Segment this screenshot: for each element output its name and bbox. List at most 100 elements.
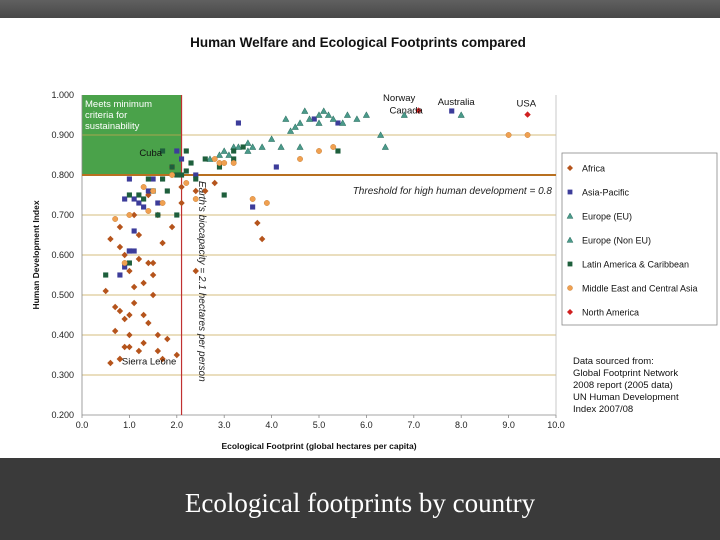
- legend-marker-latin-america-caribbean: [567, 261, 573, 267]
- point-latin-america-caribbean: [183, 168, 189, 174]
- point-latin-america-caribbean: [169, 164, 175, 170]
- point-middle-east-and-central-asia: [297, 156, 303, 162]
- point-asia-pacific: [117, 272, 123, 278]
- point-north-america: [524, 111, 531, 118]
- point-asia-pacific: [193, 172, 199, 178]
- x-tick-label: 7.0: [408, 420, 421, 430]
- point-africa: [140, 279, 147, 287]
- point-europe-eu: [305, 115, 314, 122]
- point-africa: [168, 223, 176, 231]
- point-africa: [116, 243, 124, 251]
- point-europe-eu: [301, 107, 309, 114]
- x-tick-label: 0.0: [76, 420, 89, 430]
- y-tick-label: 1.000: [51, 90, 74, 100]
- x-tick-label: 6.0: [360, 420, 373, 430]
- x-tick-label: 4.0: [265, 420, 278, 430]
- point-africa: [126, 267, 133, 275]
- point-europe-non-eu: [234, 143, 243, 150]
- point-middle-east-and-central-asia: [192, 196, 199, 202]
- point-latin-america-caribbean: [193, 176, 199, 182]
- point-latin-america-caribbean: [160, 176, 166, 182]
- point-asia-pacific: [131, 228, 137, 234]
- point-africa: [102, 287, 109, 295]
- y-tick-label: 0.800: [51, 170, 74, 180]
- point-label: Sierra Leone: [122, 357, 176, 368]
- point-latin-america-caribbean: [155, 212, 161, 218]
- legend-entry-europe-eu: Europe (EU): [582, 212, 632, 222]
- point-latin-america-caribbean: [136, 192, 142, 198]
- y-tick-label: 0.300: [51, 370, 74, 380]
- point-middle-east-and-central-asia: [524, 132, 531, 138]
- point-latin-america-caribbean: [231, 148, 237, 154]
- point-europe-eu: [400, 111, 408, 118]
- point-europe-eu: [457, 111, 465, 118]
- point-middle-east-and-central-asia: [140, 184, 147, 190]
- y-tick-label: 0.700: [51, 210, 74, 220]
- point-middle-east-and-central-asia: [249, 196, 256, 202]
- point-europe-non-eu: [225, 151, 233, 158]
- point-middle-east-and-central-asia: [169, 172, 175, 178]
- point-label: Australia: [438, 97, 476, 108]
- point-africa: [178, 183, 185, 191]
- point-asia-pacific: [311, 116, 317, 122]
- point-latin-america-caribbean: [183, 148, 189, 154]
- point-middle-east-and-central-asia: [316, 148, 322, 154]
- chart-title: Human Welfare and Ecological Footprints …: [190, 35, 526, 50]
- point-latin-america-caribbean: [178, 172, 185, 178]
- point-africa: [159, 355, 166, 363]
- y-tick-labels: 0.200 0.300 0.400 0.500 0.600 0.700 0.800 0.900…: [51, 90, 74, 420]
- point-africa: [149, 259, 157, 267]
- point-africa: [145, 259, 152, 267]
- point-africa: [159, 239, 166, 247]
- y-axis-label: Human Development Index: [31, 200, 41, 309]
- biocapacity-label: Earth's biocapacity = 2.1 hectares per p…: [196, 181, 207, 382]
- point-europe-eu: [376, 131, 385, 138]
- point-africa: [130, 211, 138, 219]
- point-asia-pacific: [155, 200, 161, 206]
- point-africa: [254, 219, 261, 227]
- point-asia-pacific: [250, 204, 256, 210]
- point-middle-east-and-central-asia: [263, 200, 270, 206]
- point-europe-eu: [324, 111, 333, 118]
- point-africa: [126, 311, 133, 319]
- legend-box: [561, 152, 718, 326]
- data-points: [102, 107, 531, 367]
- point-asia-pacific: [131, 248, 137, 254]
- point-europe-eu: [277, 143, 285, 150]
- point-europe-eu: [244, 147, 252, 154]
- point-africa: [154, 347, 162, 355]
- point-asia-pacific: [150, 176, 156, 182]
- x-tick-label: 5.0: [313, 420, 326, 430]
- point-europe-non-eu: [215, 151, 224, 158]
- point-middle-east-and-central-asia: [330, 144, 337, 150]
- point-africa: [116, 223, 124, 231]
- point-europe-non-eu: [206, 155, 214, 162]
- point-latin-america-caribbean: [164, 188, 170, 194]
- legend-entry-africa: Africa: [582, 164, 605, 174]
- point-africa: [135, 255, 143, 263]
- point-africa: [126, 331, 133, 339]
- point-asia-pacific: [141, 204, 147, 210]
- point-africa: [121, 343, 128, 351]
- legend-entry-middle-east-and-central-asia: Middle East and Central Asia: [582, 284, 698, 294]
- point-africa: [154, 331, 162, 339]
- legend-marker-middle-east-and-central-asia: [567, 285, 573, 291]
- point-africa: [116, 355, 124, 363]
- point-europe-eu: [315, 111, 323, 118]
- point-africa: [135, 347, 143, 355]
- point-latin-america-caribbean: [188, 160, 194, 166]
- point-europe-non-eu: [220, 147, 228, 154]
- point-middle-east-and-central-asia: [145, 208, 152, 214]
- legend-marker-europe-eu: [566, 212, 574, 219]
- x-tick-label: 2.0: [171, 420, 184, 430]
- point-middle-east-and-central-asia: [150, 188, 157, 194]
- point-europe-eu: [320, 107, 328, 114]
- point-africa: [107, 359, 114, 367]
- point-europe-eu: [258, 143, 266, 150]
- x-tick-label: 1.0: [123, 420, 136, 430]
- point-latin-america-caribbean: [240, 144, 246, 150]
- point-middle-east-and-central-asia: [230, 160, 237, 166]
- slide-caption: Ecological footprints by country: [184, 488, 536, 518]
- point-middle-east-and-central-asia: [121, 260, 128, 266]
- point-africa: [192, 267, 199, 275]
